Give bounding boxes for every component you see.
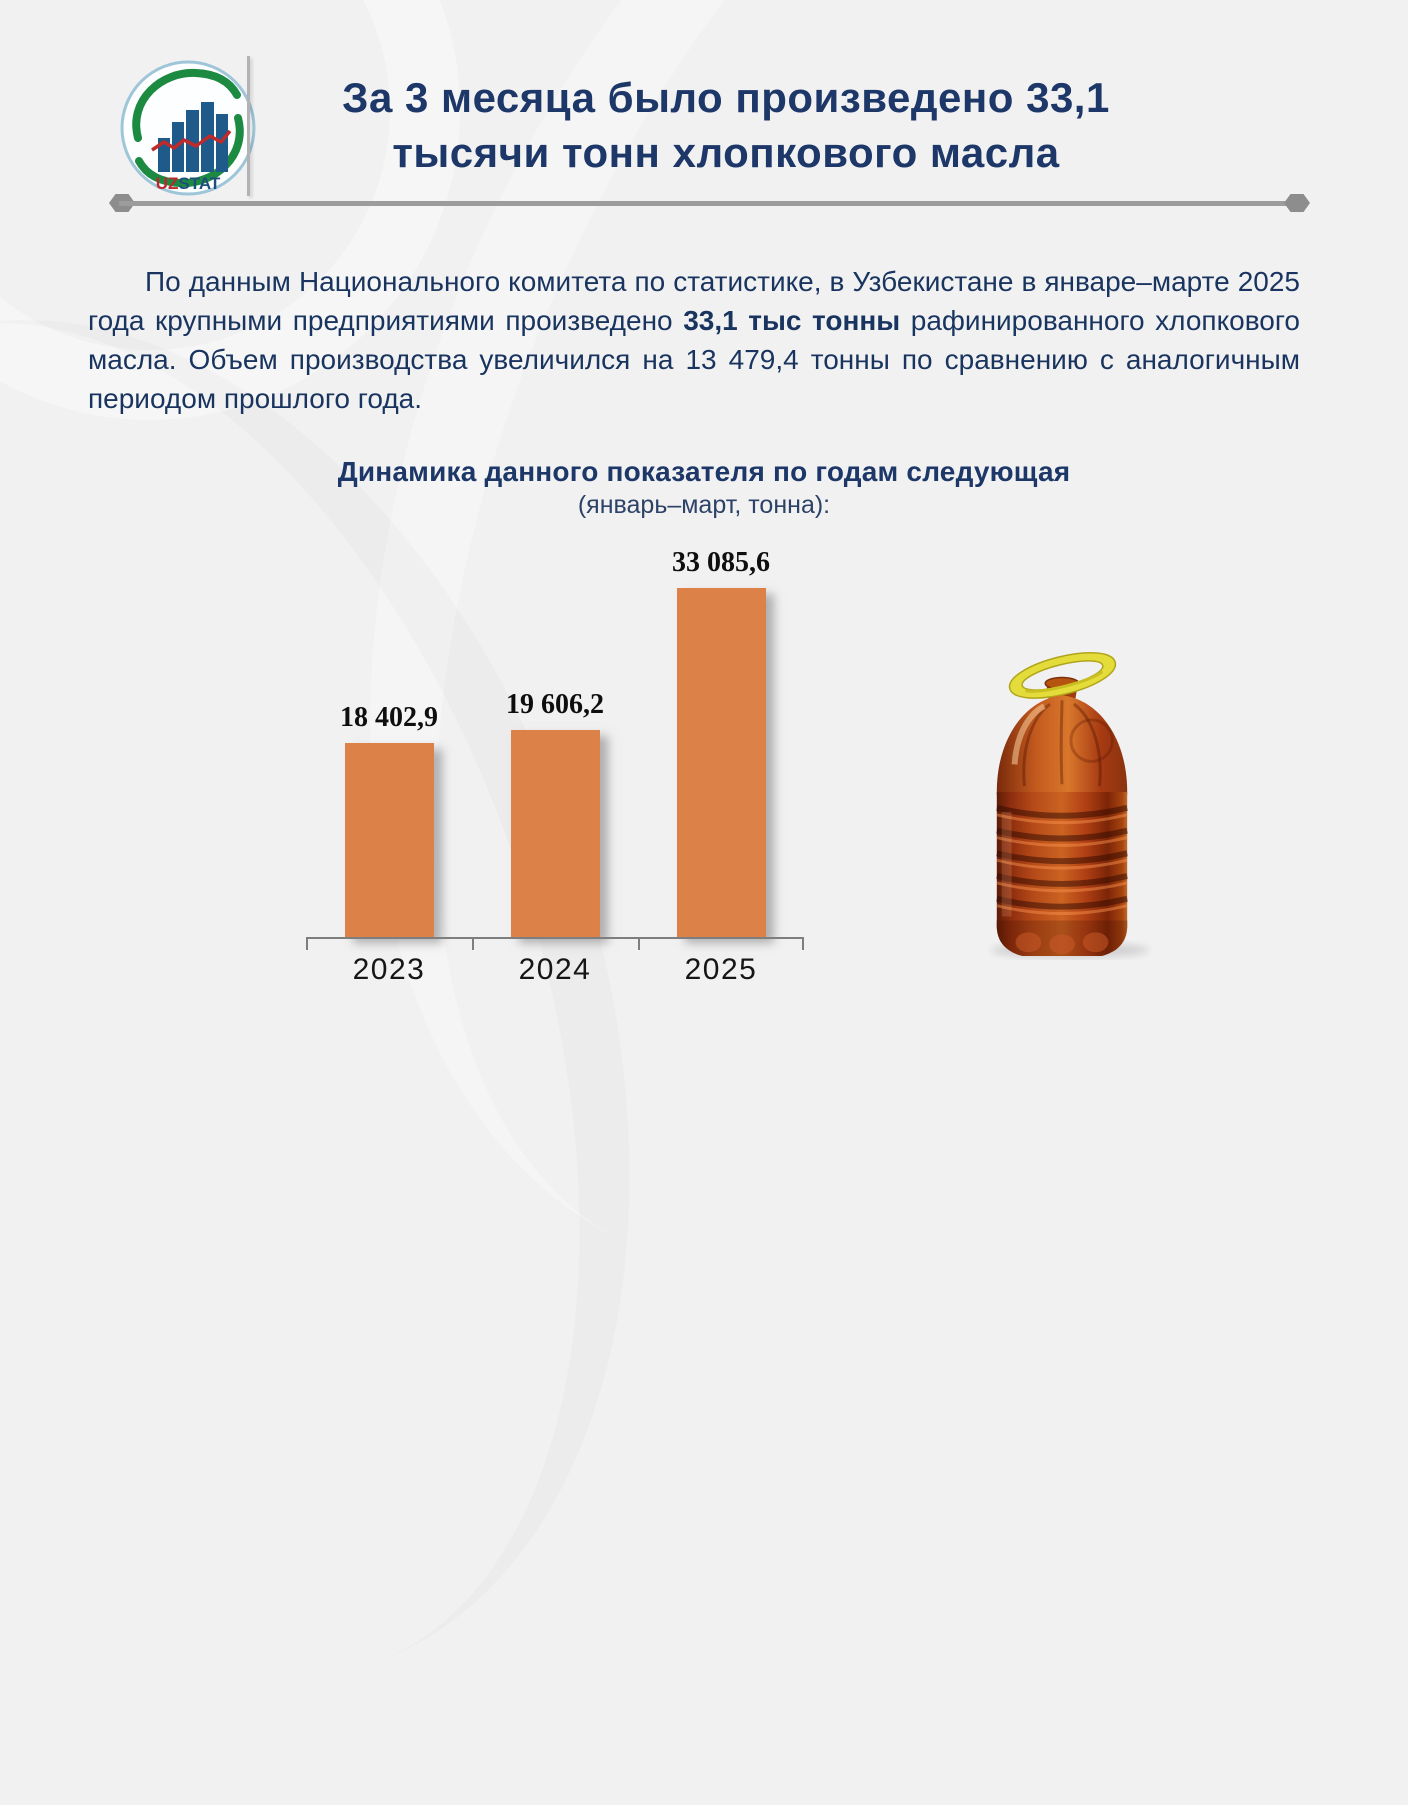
x-axis-labels: 2023 2024 2025 xyxy=(306,953,806,987)
x-tick-label: 2023 xyxy=(352,953,426,986)
background-swoosh xyxy=(0,195,794,1805)
bar-slot: 19 606,2 xyxy=(472,689,638,937)
oil-bottle-icon xyxy=(990,652,1149,959)
bar-slot: 33 085,6 xyxy=(638,547,804,937)
bar-2024 xyxy=(510,730,600,937)
header-rule-line xyxy=(119,201,1300,206)
logo-text-stat: STAT xyxy=(178,174,220,193)
page-title: За 3 месяца было произведено 33,1 тысячи… xyxy=(292,70,1160,180)
x-tick-label: 2025 xyxy=(684,953,758,986)
uzstat-logo: UZSTAT xyxy=(118,58,258,198)
vertical-divider xyxy=(247,56,250,196)
x-axis-tick xyxy=(638,939,640,950)
x-axis-tick xyxy=(472,939,474,950)
bar-slot: 18 402,9 xyxy=(306,702,472,937)
hexagon-endpoint-right-icon xyxy=(1284,194,1310,212)
paragraph-text: рафинированного хлопкового масла. Объем … xyxy=(88,305,1301,414)
bar-2023 xyxy=(344,743,434,937)
bar-value-label: 33 085,6 xyxy=(672,547,770,578)
infographic-page: { "page": { "title_line1": "За 3 месяца … xyxy=(0,0,1408,1471)
bar-value-label: 19 606,2 xyxy=(506,689,604,720)
x-axis xyxy=(306,937,804,950)
bar-value-label: 18 402,9 xyxy=(340,702,438,733)
bar-plot: 18 402,9 19 606,2 33 085,6 xyxy=(306,547,806,937)
chart-subtitle: (январь–март, тонна): xyxy=(577,491,831,519)
paragraph-text: По данным Национального комитета по стат… xyxy=(88,266,1300,336)
x-axis-tick xyxy=(802,939,804,950)
paragraph-bold-value: 33,1 тыс тонны xyxy=(683,305,901,336)
title-line-1: За 3 месяца было произведено 33,1 xyxy=(342,74,1110,121)
cotton-oil-bottle-image xyxy=(962,634,1162,960)
uzstat-logo-icon: UZSTAT xyxy=(120,60,256,196)
chart-title: Динамика данного показателя по годам сле… xyxy=(337,456,1071,487)
x-tick-label: 2024 xyxy=(518,953,592,986)
bar-chart: 18 402,9 19 606,2 33 085,6 2023 2024 2025 xyxy=(306,547,806,987)
logo-text-uz: UZ xyxy=(156,174,179,193)
svg-text:UZSTAT: UZSTAT xyxy=(156,174,221,193)
bar-2025 xyxy=(676,588,766,937)
header-rule xyxy=(109,193,1310,213)
title-line-2: тысячи тонн хлопкового масла xyxy=(392,129,1060,176)
x-axis-tick xyxy=(306,939,308,950)
body-paragraph: По данным Национального комитета по стат… xyxy=(88,262,1300,418)
chart-heading: Динамика данного показателя по годам сле… xyxy=(0,456,1408,520)
